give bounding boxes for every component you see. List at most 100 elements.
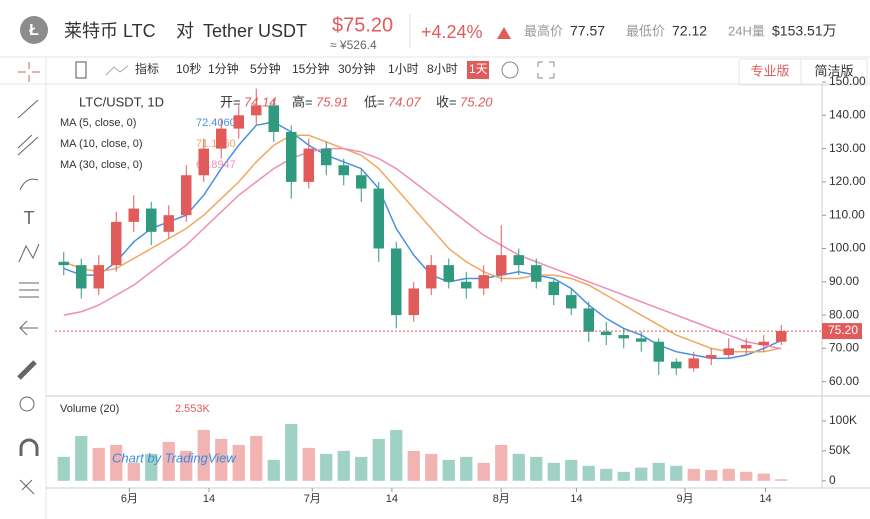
volume-tick-label: 50K xyxy=(829,443,850,457)
volume-value: 2.553K xyxy=(175,403,211,415)
candle-body xyxy=(408,288,419,316)
y-tick-label: 150.00 xyxy=(829,74,866,88)
quote: Tether USDT xyxy=(203,21,307,41)
vol: $153.51万 xyxy=(772,23,837,39)
x-tick-label: 14 xyxy=(386,493,398,505)
ohlc-label: 开= xyxy=(220,94,241,109)
interval[interactable]: 5分钟 xyxy=(250,61,281,76)
coin-name: 莱特币 LTC xyxy=(64,21,156,41)
volume-bar xyxy=(355,456,368,481)
ohlc-value: 75.91 xyxy=(316,94,349,109)
volume-bar xyxy=(547,462,560,481)
high: 77.57 xyxy=(570,23,605,39)
candle-body xyxy=(653,341,664,362)
candle-body xyxy=(583,308,594,332)
indicator[interactable]: 指标 xyxy=(135,61,159,76)
volume-bar xyxy=(407,450,420,481)
volume-bar xyxy=(372,438,385,481)
interval[interactable]: 30分钟 xyxy=(338,61,375,76)
candle-body xyxy=(741,345,752,349)
candle-body xyxy=(461,281,472,289)
brush-tool[interactable] xyxy=(19,178,39,191)
ohlc-value: 74.07 xyxy=(388,94,421,109)
candle-body xyxy=(723,348,734,356)
ma-name: MA (30, close, 0) xyxy=(60,159,143,171)
y-tick-label: 110.00 xyxy=(829,207,865,221)
interval[interactable]: 10秒 xyxy=(176,62,201,76)
candle-body xyxy=(321,148,332,166)
candle-body xyxy=(163,215,174,232)
volume-bar xyxy=(617,471,630,481)
ohlc-label: 高= xyxy=(292,94,313,109)
volume-bar xyxy=(740,471,753,481)
up-arrow xyxy=(497,27,511,39)
simple-label[interactable]: 简洁版 xyxy=(814,63,853,78)
candle-body xyxy=(303,148,314,182)
candle-body xyxy=(513,255,524,266)
volume-bar xyxy=(460,456,473,481)
y-tick-label: 70.00 xyxy=(829,341,859,355)
volume-name: Volume (20) xyxy=(60,403,119,415)
watermark: Chart by TradingView xyxy=(112,450,237,465)
candle-body xyxy=(216,128,227,149)
candle-body xyxy=(688,358,699,369)
volume-bar xyxy=(267,459,280,481)
interval[interactable]: 8小时 xyxy=(427,62,458,76)
interval-group: 10秒 1分钟 5分钟 15分钟 30分钟 1小时 8小时 1天 xyxy=(176,61,489,79)
fib-tool[interactable] xyxy=(19,282,39,298)
ma-value: 72.4060 xyxy=(196,117,236,129)
high-label: 最高价 xyxy=(524,23,563,38)
text-tool[interactable]: T xyxy=(24,208,35,228)
volume-bar xyxy=(600,468,613,481)
chart-type-icon[interactable] xyxy=(75,61,87,79)
candle-body xyxy=(478,275,489,289)
interval[interactable]: 1天 xyxy=(469,62,488,76)
volume-bar xyxy=(757,473,770,481)
candle-body xyxy=(268,105,279,132)
fullscreen-icon[interactable] xyxy=(537,61,555,79)
symbol: LTC/USDT, 1D xyxy=(79,94,164,109)
volume-bar xyxy=(320,453,333,481)
x-tick-label: 14 xyxy=(203,493,215,505)
ruler-tool[interactable] xyxy=(17,360,37,380)
crosshair-tool[interactable] xyxy=(18,62,40,82)
interval[interactable]: 1小时 xyxy=(388,62,419,76)
interval[interactable]: 1分钟 xyxy=(208,61,239,76)
price: $75.20 xyxy=(332,14,393,36)
magnet-tool[interactable] xyxy=(19,438,39,456)
zoom-tool[interactable] xyxy=(19,396,35,412)
settings-icon[interactable] xyxy=(501,61,519,79)
volume-bar xyxy=(162,441,175,481)
volume-bar xyxy=(652,462,665,481)
candle-body xyxy=(758,341,769,346)
volume-bar xyxy=(425,453,438,481)
low-label: 最低价 xyxy=(626,23,665,38)
line-icon[interactable] xyxy=(105,65,129,76)
y-tick-label: 120.00 xyxy=(829,174,866,188)
candle-body xyxy=(233,115,244,129)
volume-bar xyxy=(775,479,788,481)
pro-label[interactable]: 专业版 xyxy=(750,63,789,78)
volume-bar xyxy=(582,465,595,481)
interval[interactable]: 15分钟 xyxy=(292,61,329,76)
candle-body xyxy=(93,265,104,289)
pattern-tool[interactable] xyxy=(18,243,40,263)
candle-body xyxy=(706,355,717,359)
candle-body xyxy=(496,255,507,276)
channel-tool[interactable] xyxy=(17,134,39,156)
volume-bar xyxy=(670,465,683,481)
ma-name: MA (5, close, 0) xyxy=(60,117,136,129)
simple-button[interactable] xyxy=(800,58,868,86)
line-tool[interactable] xyxy=(17,99,39,119)
volume-bar xyxy=(92,447,105,481)
ma-line xyxy=(63,147,782,350)
ma-line xyxy=(63,134,782,353)
back-tool[interactable] xyxy=(19,320,38,336)
x-tick-label: 9月 xyxy=(676,493,693,505)
volume-bar xyxy=(250,435,263,481)
candle-body xyxy=(636,338,647,342)
volume-bar xyxy=(232,444,245,481)
eraser-tool[interactable] xyxy=(19,479,35,495)
y-tick-label: 140.00 xyxy=(829,107,866,121)
